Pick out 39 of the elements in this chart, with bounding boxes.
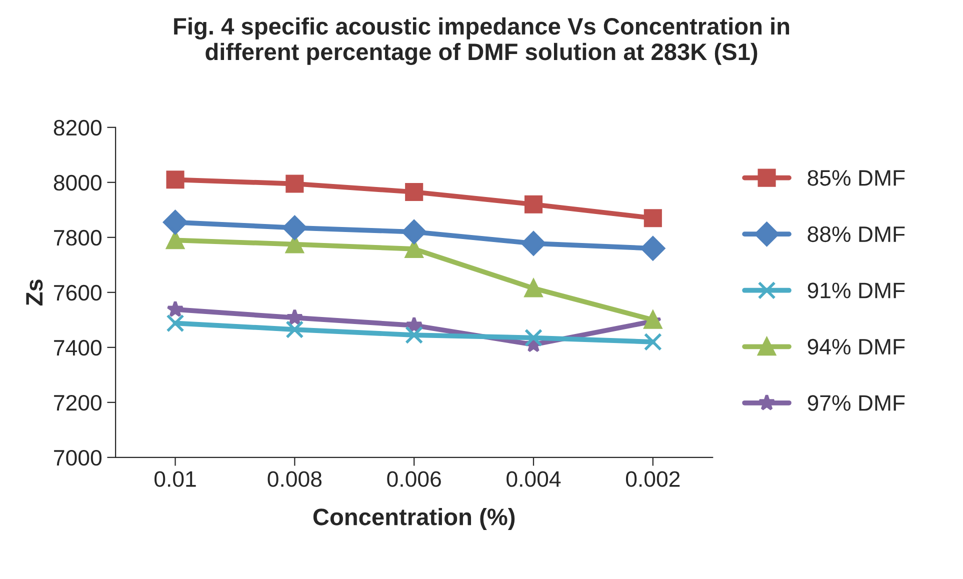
x-tick-label: 0.004 [506, 471, 561, 487]
point [644, 332, 662, 351]
x-tick-label: 0.002 [626, 471, 680, 487]
y-tick-label: 7200 [54, 394, 102, 411]
legend-label: 97% DMF [808, 395, 905, 411]
point [524, 328, 543, 347]
point [405, 326, 424, 344]
point [524, 279, 543, 298]
point [286, 308, 304, 326]
y-tick-label: 8000 [54, 174, 102, 191]
legend-label: 94% DMF [808, 338, 905, 355]
x-tick-label: 0.01 [154, 471, 196, 487]
y-tick-label: 7400 [54, 340, 102, 356]
point [521, 231, 546, 256]
legend-label: 85% DMF [808, 170, 905, 186]
point [282, 216, 307, 240]
y-tick-label: 8200 [54, 120, 102, 136]
point [166, 170, 184, 189]
y-tick-label: 7600 [54, 284, 102, 301]
point [402, 220, 426, 244]
legend-label: 88% DMF [808, 226, 905, 242]
point [163, 210, 188, 234]
point [286, 320, 304, 339]
point [644, 209, 662, 228]
legend-label: 91% DMF [808, 282, 905, 298]
point [405, 182, 424, 202]
y-axis-title: Zs [26, 280, 43, 306]
point [286, 174, 304, 193]
x-axis-title: Concentration (%) [313, 508, 515, 530]
point [524, 195, 543, 214]
point [166, 231, 184, 250]
x-tick-label: 0.006 [387, 471, 441, 487]
x-tick-label: 0.008 [268, 471, 322, 487]
y-tick-label: 7000 [54, 450, 102, 466]
point [640, 236, 666, 261]
point [166, 300, 184, 318]
point [166, 314, 184, 332]
chart-title: Fig. 4 specific acoustic impedance Vs Concentration in different percentage of DMF solution at 283K (S1) [174, 17, 790, 66]
y-tick-label: 7800 [54, 230, 102, 246]
